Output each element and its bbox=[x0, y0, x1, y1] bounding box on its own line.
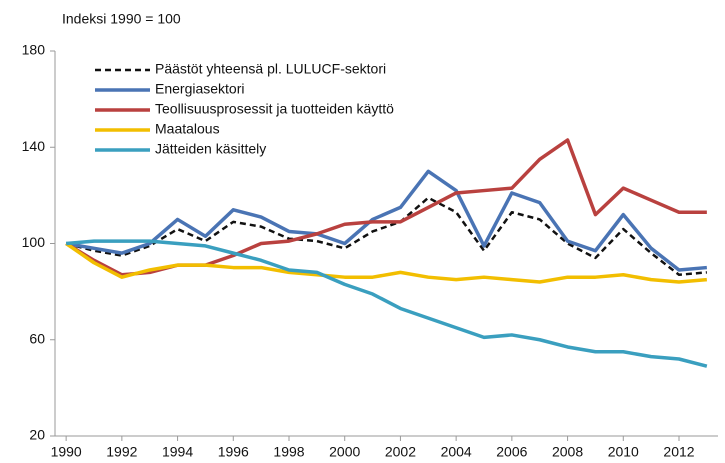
legend-label: Päästöt yhteensä pl. LULUCF-sektori bbox=[155, 61, 386, 77]
x-tick-label: 2004 bbox=[441, 444, 472, 460]
y-tick-label: 100 bbox=[22, 234, 46, 250]
x-tick-label: 1992 bbox=[106, 444, 137, 460]
series-line bbox=[65, 138, 707, 277]
legend-label: Teollisuusprosessit ja tuotteiden käyttö bbox=[155, 101, 394, 117]
x-tick-label: 2012 bbox=[663, 444, 694, 460]
x-tick-label: 1996 bbox=[218, 444, 249, 460]
x-tick-label: 2008 bbox=[552, 444, 583, 460]
x-tick-label: 2002 bbox=[385, 444, 416, 460]
x-tick-label: 1994 bbox=[162, 444, 193, 460]
y-tick-label: 180 bbox=[22, 42, 46, 58]
legend-label: Jätteiden käsittely bbox=[155, 141, 266, 157]
x-tick-label: 1990 bbox=[51, 444, 82, 460]
x-tick-label: 2006 bbox=[496, 444, 527, 460]
y-tick-label: 20 bbox=[29, 427, 45, 443]
x-tick-label: 2000 bbox=[329, 444, 360, 460]
series-line bbox=[65, 196, 707, 277]
series-line bbox=[65, 242, 708, 284]
y-tick-label: 140 bbox=[22, 138, 46, 154]
series-line bbox=[65, 169, 708, 272]
x-tick-label: 2010 bbox=[608, 444, 639, 460]
chart-title: Indeksi 1990 = 100 bbox=[62, 11, 181, 27]
series-line bbox=[65, 239, 708, 368]
y-tick-label: 60 bbox=[29, 330, 45, 346]
legend-label: Maatalous bbox=[155, 121, 220, 137]
legend-label: Energiasektori bbox=[155, 81, 245, 97]
x-tick-label: 1998 bbox=[273, 444, 304, 460]
